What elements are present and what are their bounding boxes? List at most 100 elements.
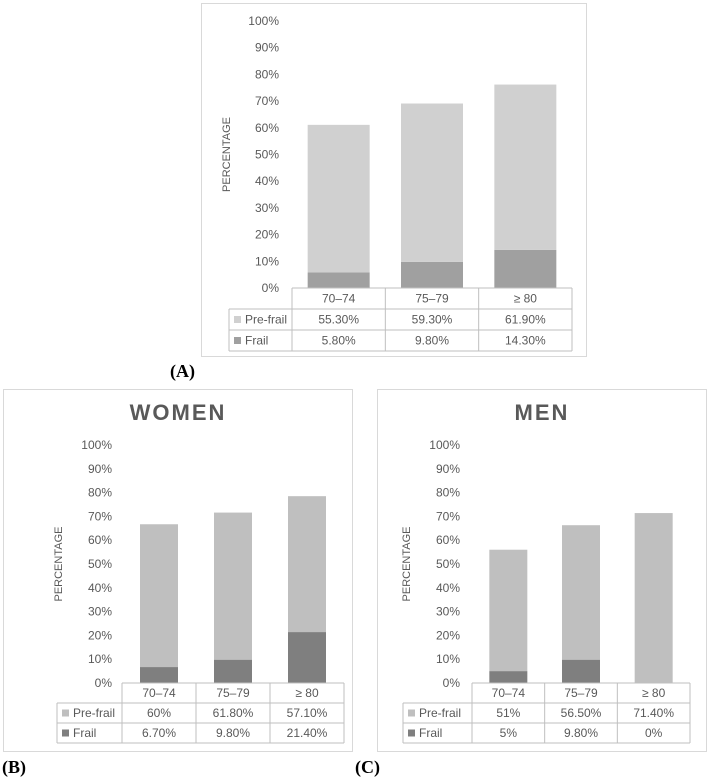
data-label: 61.90%	[505, 313, 546, 327]
data-label: 21.40%	[287, 726, 328, 740]
y-tick-label: 90%	[88, 462, 112, 476]
data-label: 9.80%	[564, 726, 598, 740]
y-tick-label: 50%	[436, 557, 460, 571]
bar-frail	[288, 632, 326, 683]
panel-label-c: (C)	[355, 757, 380, 777]
y-tick-label: 100%	[248, 14, 279, 28]
category-label: ≥ 80	[514, 292, 538, 306]
y-tick-label: 100%	[429, 438, 460, 452]
y-tick-label: 30%	[88, 605, 112, 619]
bar-frail	[494, 249, 557, 288]
y-tick-label: 80%	[436, 486, 460, 500]
bar-pre-frail	[562, 525, 600, 660]
bar-pre-frail	[401, 103, 463, 262]
legend-swatch	[62, 729, 69, 737]
legend-swatch	[234, 316, 241, 323]
y-tick-label: 80%	[255, 67, 279, 81]
legend-label: Frail	[245, 334, 268, 348]
data-label: 60%	[147, 706, 171, 720]
data-label: 55.30%	[318, 313, 359, 327]
bar-frail	[307, 272, 370, 288]
bar-pre-frail	[489, 549, 528, 672]
bar-pre-frail	[214, 512, 252, 660]
y-tick-label: 50%	[88, 557, 112, 571]
y-tick-label: 40%	[255, 174, 279, 188]
y-tick-label: 100%	[81, 438, 112, 452]
category-label: 70–74	[492, 686, 526, 700]
data-label: 61.80%	[213, 706, 254, 720]
chart-a-svg: 0% 10% 20% 30% 40% 50% 60% 70% 80% 90% 100% PERCENT…	[221, 14, 573, 352]
chart-panel-a: 0% 10% 20% 30% 40% 50% 60% 70% 80% 90% 100% PERCENT…	[201, 3, 587, 357]
legend-swatch	[408, 709, 415, 717]
bar-pre-frail	[288, 496, 326, 633]
y-tick-label: 70%	[255, 94, 279, 108]
data-label: 0%	[645, 726, 663, 740]
legend-swatch	[234, 337, 241, 344]
y-axis-title: PERCENTAGE	[53, 527, 65, 602]
data-label: 6.70%	[142, 726, 176, 740]
y-tick-label: 0%	[262, 281, 280, 295]
y-tick-label: 90%	[436, 462, 460, 476]
y-tick-label: 10%	[436, 652, 460, 666]
y-tick-label: 20%	[88, 628, 112, 642]
bar-frail	[140, 667, 178, 683]
y-tick-label: 30%	[255, 201, 279, 215]
category-label: 75–79	[415, 292, 449, 306]
y-tick-label: 10%	[88, 652, 112, 666]
data-label: 14.30%	[505, 334, 546, 348]
bar-frail	[214, 659, 252, 683]
bar-pre-frail	[634, 513, 673, 683]
data-label: 57.10%	[287, 706, 328, 720]
legend-label: Pre-frail	[245, 313, 287, 327]
y-tick-label: 20%	[436, 628, 460, 642]
y-tick-label: 60%	[436, 533, 460, 547]
data-label: 51%	[496, 706, 520, 720]
category-label: 75–79	[216, 686, 250, 700]
y-tick-label: 60%	[88, 533, 112, 547]
y-tick-label: 40%	[436, 581, 460, 595]
y-tick-label: 0%	[95, 676, 113, 690]
panel-label-b: (B)	[2, 757, 26, 777]
chart-title-women: WOMEN	[129, 400, 227, 425]
data-label: 71.40%	[633, 706, 674, 720]
category-label: 70–74	[142, 686, 176, 700]
legend-label: Frail	[73, 726, 96, 740]
y-axis-title: PERCENTAGE	[401, 527, 413, 602]
legend-swatch	[408, 729, 415, 737]
category-label: 70–74	[322, 292, 356, 306]
data-label: 9.80%	[216, 726, 250, 740]
chart-panel-women: WOMEN 0% 10% 20% 30% 40% 50% 60% 70% 80% 90% 100% P…	[3, 389, 353, 752]
y-tick-label: 10%	[255, 254, 279, 268]
legend-label: Pre-frail	[73, 706, 115, 720]
y-tick-label: 80%	[88, 486, 112, 500]
legend-swatch	[62, 709, 69, 717]
bar-pre-frail	[140, 524, 178, 668]
panel-label-a: (A)	[170, 361, 195, 381]
y-axis-title: PERCENTAGE	[221, 117, 233, 192]
y-tick-label: 20%	[255, 228, 279, 242]
chart-men-svg: 0% 10% 20% 30% 40% 50% 60% 70% 80% 90% 100% PERCENT…	[401, 438, 691, 744]
legend-label: Frail	[419, 726, 442, 740]
data-label: 56.50%	[561, 706, 602, 720]
data-label: 5.80%	[322, 334, 356, 348]
y-tick-label: 0%	[443, 676, 461, 690]
category-label: ≥ 80	[642, 686, 666, 700]
bar-frail	[562, 659, 600, 683]
data-label: 59.30%	[412, 313, 453, 327]
category-label: 75–79	[564, 686, 598, 700]
chart-women-svg: 0% 10% 20% 30% 40% 50% 60% 70% 80% 90% 100% PERCENT…	[53, 438, 345, 744]
y-tick-label: 50%	[255, 148, 279, 162]
y-tick-label: 30%	[436, 605, 460, 619]
bar-pre-frail	[307, 124, 370, 273]
category-label: ≥ 80	[295, 686, 319, 700]
y-tick-label: 60%	[255, 121, 279, 135]
y-tick-label: 70%	[88, 509, 112, 523]
data-label: 9.80%	[415, 334, 449, 348]
bar-frail	[489, 671, 528, 683]
y-tick-label: 40%	[88, 581, 112, 595]
bar-frail	[401, 261, 463, 288]
chart-panel-men: MEN 0% 10% 20% 30% 40% 50% 60% 70% 80% 90% 100% PER…	[377, 389, 707, 752]
chart-title-men: MEN	[514, 400, 570, 425]
bar-pre-frail	[494, 84, 557, 250]
legend-label: Pre-frail	[419, 706, 461, 720]
